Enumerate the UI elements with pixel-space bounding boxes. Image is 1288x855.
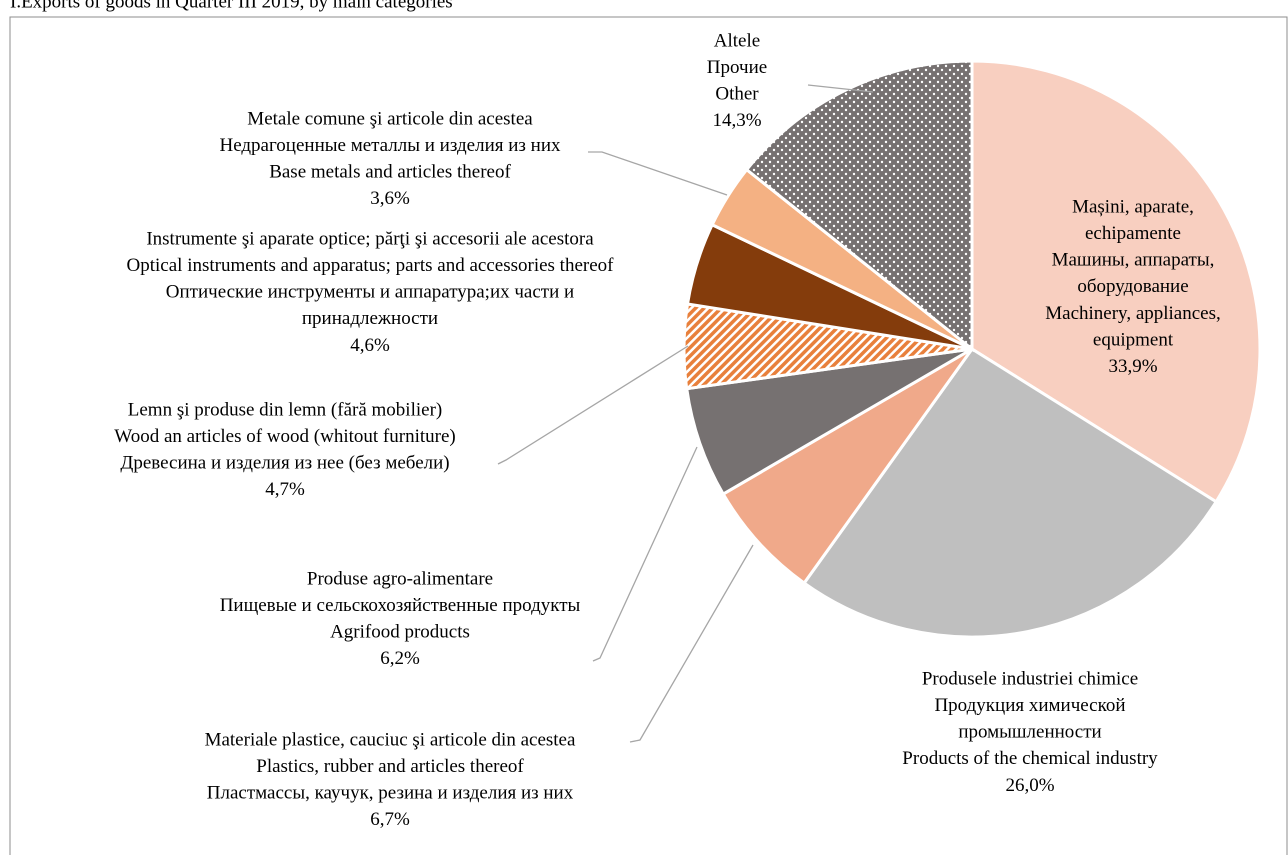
slice-label: Пищевые и сельскохозяйственные продукты bbox=[220, 595, 581, 616]
slice-label: Materiale plastice, cauciuc şi articole … bbox=[205, 729, 576, 750]
slice-label: Древесина и изделия из нее (без мебели) bbox=[120, 453, 449, 474]
value-label: 4,7% bbox=[265, 479, 305, 500]
slice-label: echipamente bbox=[1085, 223, 1181, 244]
pie-slice bbox=[802, 346, 1219, 639]
slice-label: Instrumente şi aparate optice; părţi şi … bbox=[146, 228, 594, 249]
slice-label: Altele bbox=[714, 30, 760, 51]
slice-label: Wood an articles of wood (whitout furnit… bbox=[114, 426, 455, 447]
slice-label: Plastics, rubber and articles thereof bbox=[256, 756, 524, 777]
value-label: 6,2% bbox=[380, 648, 420, 669]
slice-label: промышленности bbox=[958, 722, 1101, 743]
slice-label: Машины, аппараты, bbox=[1052, 250, 1215, 271]
leader-line bbox=[592, 446, 698, 662]
slice-label: Other bbox=[715, 84, 759, 105]
slice-label: Прочие bbox=[707, 57, 767, 78]
value-label: 3,6% bbox=[370, 188, 410, 209]
slice-label: Metale comune şi articole din acestea bbox=[247, 108, 533, 129]
slice-label: Продукция химической bbox=[934, 695, 1125, 716]
leader-line bbox=[497, 345, 689, 465]
slice-label: Mașini, aparate, bbox=[1072, 196, 1194, 217]
slice-label: Produsele industriei chimice bbox=[922, 668, 1138, 689]
slice-label: Недрагоценные металлы и изделия из них bbox=[219, 135, 561, 156]
slice-label: Products of the chemical industry bbox=[902, 748, 1158, 769]
slice-label: Optical instruments and apparatus; parts… bbox=[127, 255, 615, 276]
leader-line bbox=[588, 151, 728, 196]
slice-label: Lemn şi produse din lemn (fără mobilier) bbox=[128, 399, 442, 420]
slice-label: Оптические инструменты и аппаратура;их ч… bbox=[166, 282, 574, 303]
slice-label: оборудование bbox=[1077, 276, 1188, 297]
leader-line bbox=[807, 84, 874, 93]
slice-label: Machinery, appliances, bbox=[1045, 303, 1221, 324]
slice-label: equipment bbox=[1093, 329, 1174, 350]
value-label: 33,9% bbox=[1108, 356, 1157, 377]
value-label: 6,7% bbox=[370, 809, 410, 830]
chart-title: I.Exports of goods in Quarter III 2019, … bbox=[10, 0, 453, 12]
chart-border bbox=[9, 16, 1288, 855]
leader-line bbox=[629, 544, 754, 743]
value-label: 4,6% bbox=[350, 335, 390, 356]
slice-label: Produse agro-alimentare bbox=[307, 568, 493, 589]
pie-slice bbox=[721, 347, 974, 586]
slice-label: Agrifood products bbox=[330, 622, 470, 643]
value-label: 14,3% bbox=[712, 110, 761, 131]
value-label: 26,0% bbox=[1005, 775, 1054, 796]
slice-label: Пластмассы, каучук, резина и изделия из … bbox=[207, 783, 574, 804]
pie-slice bbox=[970, 59, 1262, 504]
slice-label: принадлежности bbox=[302, 308, 438, 329]
slice-label: Base metals and articles thereof bbox=[269, 162, 511, 183]
